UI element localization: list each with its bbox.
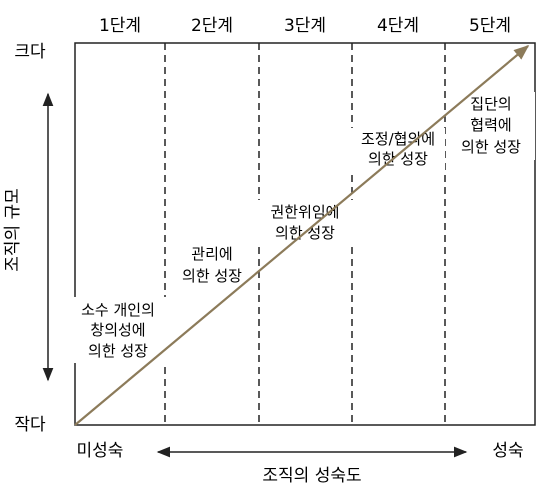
stage-3-header: 3단계 bbox=[284, 16, 326, 36]
growth-label-3-line-1: 권한위임에 bbox=[270, 203, 339, 221]
stage-2-header: 2단계 bbox=[191, 16, 233, 36]
stage-4-header: 4단계 bbox=[377, 16, 419, 36]
y-axis-bottom-label: 작다 bbox=[14, 415, 46, 435]
x-axis-right-label: 성숙 bbox=[492, 441, 523, 461]
growth-label-4-line-1: 조정/협의에 bbox=[361, 130, 435, 148]
growth-label-1-line-2: 창의성에 bbox=[90, 321, 145, 339]
y-axis-title: 조직의 규모 bbox=[3, 188, 23, 272]
growth-label-1-line-3: 의한 성장 bbox=[88, 342, 148, 360]
stage-5-header: 5단계 bbox=[469, 16, 511, 36]
growth-label-5-line-2: 협력에 bbox=[470, 116, 511, 134]
growth-label-2-line-1: 관리에 bbox=[191, 245, 232, 263]
y-axis-top-label: 크다 bbox=[14, 42, 46, 62]
growth-label-1: 소수 개인의 창의성에 의한 성장 bbox=[70, 297, 167, 363]
chart-frame bbox=[74, 42, 536, 426]
growth-label-2-line-2: 의한 성장 bbox=[182, 267, 242, 285]
growth-label-3: 권한위임에 의한 성장 bbox=[257, 200, 355, 245]
growth-label-5: 집단의 협력에 의한 성장 bbox=[447, 92, 535, 160]
growth-label-4-line-2: 의한 성장 bbox=[368, 150, 428, 168]
growth-label-2: 관리에 의한 성장 bbox=[170, 242, 255, 288]
growth-label-5-line-3: 의한 성장 bbox=[461, 138, 521, 156]
stage-1-header: 1단계 bbox=[99, 16, 141, 36]
x-axis-title: 조직의 성숙도 bbox=[262, 466, 361, 486]
growth-label-5-line-1: 집단의 bbox=[470, 95, 511, 113]
growth-label-4: 조정/협의에 의한 성장 bbox=[350, 128, 445, 172]
growth-label-1-line-1: 소수 개인의 bbox=[81, 301, 155, 319]
x-axis-left-label: 미성숙 bbox=[77, 441, 124, 461]
growth-arrow bbox=[74, 45, 530, 426]
